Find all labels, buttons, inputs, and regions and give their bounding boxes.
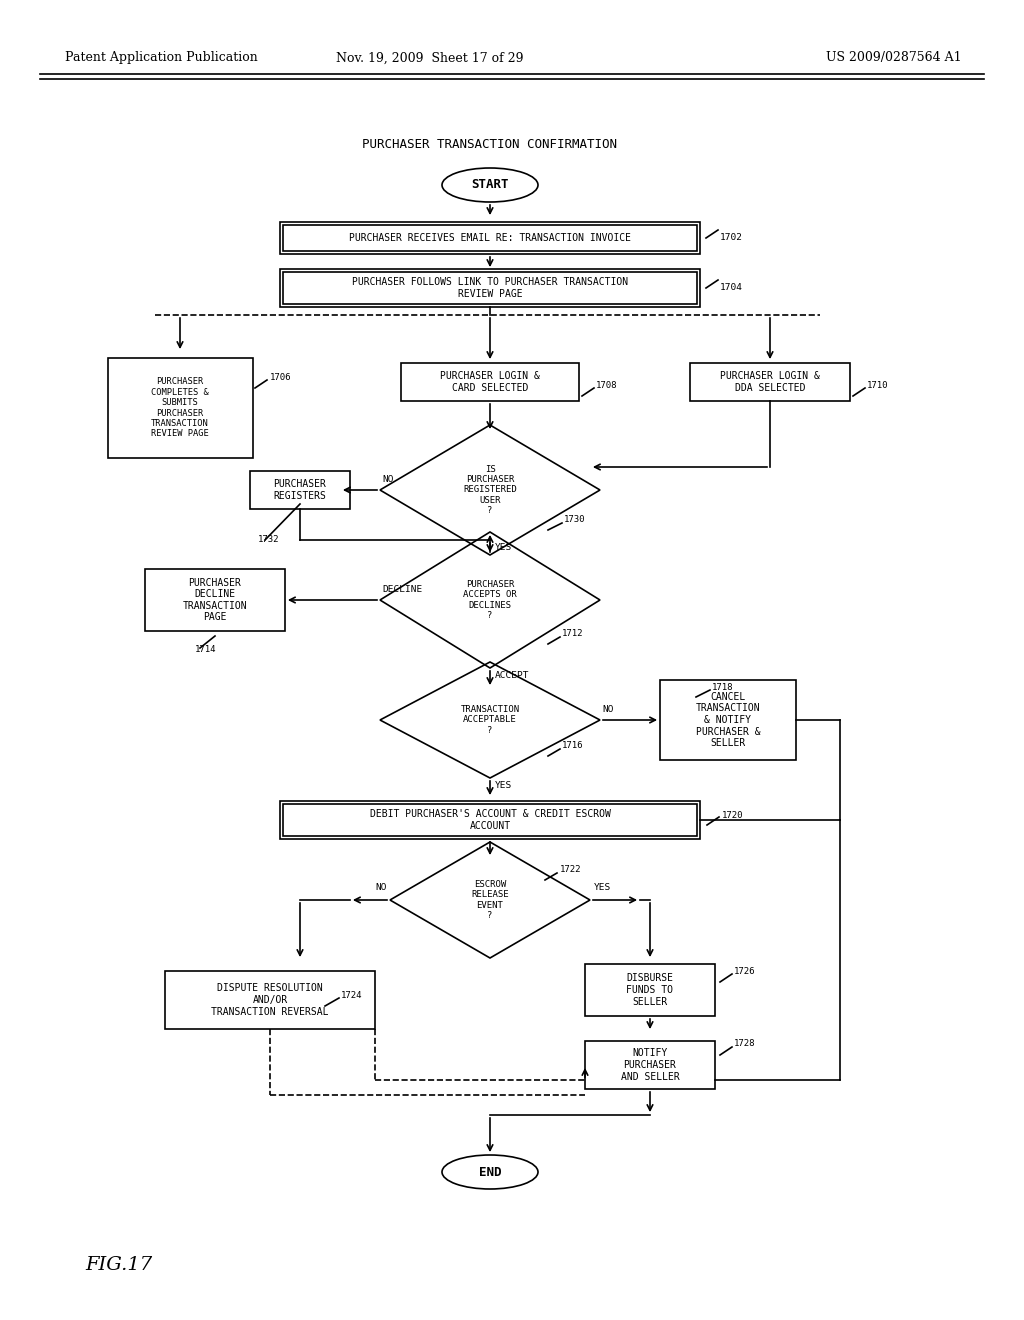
- Text: PURCHASER FOLLOWS LINK TO PURCHASER TRANSACTION
REVIEW PAGE: PURCHASER FOLLOWS LINK TO PURCHASER TRAN…: [352, 277, 628, 298]
- Text: 1720: 1720: [722, 810, 743, 820]
- Text: PURCHASER
DECLINE
TRANSACTION
PAGE: PURCHASER DECLINE TRANSACTION PAGE: [182, 578, 248, 623]
- Text: 1704: 1704: [720, 284, 743, 293]
- Text: 1726: 1726: [734, 966, 756, 975]
- Text: ACCEPT: ACCEPT: [495, 671, 529, 680]
- Text: PURCHASER TRANSACTION CONFIRMATION: PURCHASER TRANSACTION CONFIRMATION: [362, 139, 617, 152]
- Text: PURCHASER
COMPLETES &
SUBMITS
PURCHASER
TRANSACTION
REVIEW PAGE: PURCHASER COMPLETES & SUBMITS PURCHASER …: [152, 378, 209, 438]
- Text: 1732: 1732: [258, 536, 280, 544]
- Text: 1706: 1706: [270, 372, 292, 381]
- Text: END: END: [479, 1166, 502, 1179]
- Text: ESCROW
RELEASE
EVENT
?: ESCROW RELEASE EVENT ?: [471, 880, 509, 920]
- Text: START: START: [471, 178, 509, 191]
- Text: NO: NO: [375, 883, 386, 892]
- Text: Patent Application Publication: Patent Application Publication: [65, 51, 258, 65]
- Text: 1708: 1708: [596, 380, 617, 389]
- Text: US 2009/0287564 A1: US 2009/0287564 A1: [826, 51, 962, 65]
- Text: 1722: 1722: [560, 866, 582, 874]
- Text: 1712: 1712: [562, 630, 584, 639]
- Text: 1710: 1710: [867, 380, 889, 389]
- Text: IS
PURCHASER
REGISTERED
USER
?: IS PURCHASER REGISTERED USER ?: [463, 465, 517, 515]
- Text: PURCHASER
ACCEPTS OR
DECLINES
?: PURCHASER ACCEPTS OR DECLINES ?: [463, 579, 517, 620]
- Text: DISBURSE
FUNDS TO
SELLER: DISBURSE FUNDS TO SELLER: [627, 973, 674, 1007]
- Text: CANCEL
TRANSACTION
& NOTIFY
PURCHASER &
SELLER: CANCEL TRANSACTION & NOTIFY PURCHASER & …: [695, 692, 760, 748]
- Text: 1714: 1714: [195, 645, 216, 655]
- Text: DECLINE: DECLINE: [382, 586, 422, 594]
- Text: YES: YES: [594, 883, 611, 892]
- Text: PURCHASER LOGIN &
DDA SELECTED: PURCHASER LOGIN & DDA SELECTED: [720, 371, 820, 393]
- Text: 1716: 1716: [562, 742, 584, 751]
- Text: 1718: 1718: [712, 682, 733, 692]
- Text: PURCHASER
REGISTERS: PURCHASER REGISTERS: [273, 479, 327, 500]
- Text: 1730: 1730: [564, 516, 586, 524]
- Text: Nov. 19, 2009  Sheet 17 of 29: Nov. 19, 2009 Sheet 17 of 29: [336, 51, 523, 65]
- Text: 1728: 1728: [734, 1040, 756, 1048]
- Text: DISPUTE RESOLUTION
AND/OR
TRANSACTION REVERSAL: DISPUTE RESOLUTION AND/OR TRANSACTION RE…: [211, 983, 329, 1016]
- Text: YES: YES: [495, 544, 512, 553]
- Text: YES: YES: [495, 780, 512, 789]
- Text: PURCHASER RECEIVES EMAIL RE: TRANSACTION INVOICE: PURCHASER RECEIVES EMAIL RE: TRANSACTION…: [349, 234, 631, 243]
- Text: 1702: 1702: [720, 234, 743, 243]
- Text: DEBIT PURCHASER'S ACCOUNT & CREDIT ESCROW
ACCOUNT: DEBIT PURCHASER'S ACCOUNT & CREDIT ESCRO…: [370, 809, 610, 830]
- Text: TRANSACTION
ACCEPTABLE
?: TRANSACTION ACCEPTABLE ?: [461, 705, 519, 735]
- Text: NO: NO: [602, 705, 613, 714]
- Text: FIG.17: FIG.17: [85, 1257, 153, 1274]
- Text: 1724: 1724: [341, 990, 362, 999]
- Text: NO: NO: [382, 475, 393, 484]
- Text: NOTIFY
PURCHASER
AND SELLER: NOTIFY PURCHASER AND SELLER: [621, 1048, 679, 1081]
- Text: PURCHASER LOGIN &
CARD SELECTED: PURCHASER LOGIN & CARD SELECTED: [440, 371, 540, 393]
